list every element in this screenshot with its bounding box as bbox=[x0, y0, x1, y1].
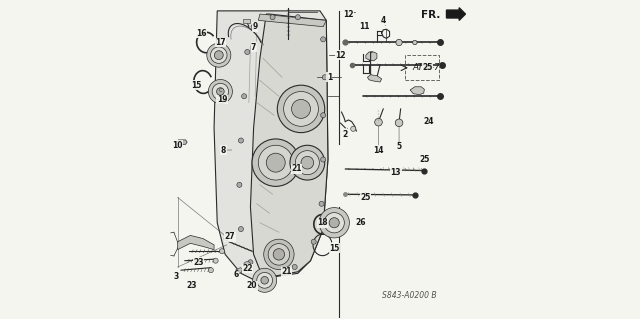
Polygon shape bbox=[410, 87, 424, 95]
Text: 4: 4 bbox=[381, 16, 386, 25]
Text: 10: 10 bbox=[172, 141, 183, 150]
Circle shape bbox=[273, 249, 285, 260]
Circle shape bbox=[284, 92, 319, 126]
Circle shape bbox=[295, 151, 319, 175]
Circle shape bbox=[209, 268, 213, 273]
Text: 25: 25 bbox=[422, 63, 433, 72]
Text: 27: 27 bbox=[225, 233, 235, 241]
Circle shape bbox=[319, 201, 324, 206]
Circle shape bbox=[259, 145, 293, 180]
Bar bbox=[243, 19, 250, 23]
Circle shape bbox=[290, 145, 324, 180]
Circle shape bbox=[277, 85, 324, 133]
Circle shape bbox=[239, 138, 243, 143]
Text: 14: 14 bbox=[373, 145, 384, 154]
Circle shape bbox=[209, 79, 232, 104]
Text: ATM-7: ATM-7 bbox=[412, 63, 440, 72]
Polygon shape bbox=[367, 75, 381, 82]
Polygon shape bbox=[178, 235, 214, 250]
Text: 12: 12 bbox=[343, 10, 354, 19]
Text: 21: 21 bbox=[291, 165, 301, 174]
Circle shape bbox=[257, 272, 273, 288]
Circle shape bbox=[261, 277, 268, 284]
Text: 15: 15 bbox=[329, 243, 339, 253]
Text: S843-A0200 B: S843-A0200 B bbox=[382, 291, 437, 300]
Circle shape bbox=[212, 83, 228, 100]
Text: 6: 6 bbox=[234, 271, 239, 279]
Text: 24: 24 bbox=[424, 117, 435, 126]
Text: 26: 26 bbox=[356, 218, 366, 227]
Text: 23: 23 bbox=[193, 258, 204, 267]
Text: 5: 5 bbox=[397, 142, 402, 151]
Text: 11: 11 bbox=[359, 22, 369, 31]
Circle shape bbox=[322, 75, 327, 80]
Text: 19: 19 bbox=[217, 95, 227, 104]
Circle shape bbox=[264, 239, 294, 270]
Text: 22: 22 bbox=[242, 264, 253, 273]
Circle shape bbox=[295, 15, 300, 20]
Text: 1: 1 bbox=[327, 73, 332, 82]
Circle shape bbox=[241, 94, 246, 99]
Circle shape bbox=[239, 226, 243, 232]
Circle shape bbox=[270, 15, 275, 20]
Text: 21: 21 bbox=[282, 267, 292, 276]
Circle shape bbox=[211, 47, 227, 63]
Circle shape bbox=[267, 271, 272, 276]
Polygon shape bbox=[259, 14, 326, 27]
Circle shape bbox=[244, 49, 250, 55]
Circle shape bbox=[321, 113, 326, 118]
Circle shape bbox=[413, 40, 417, 45]
Polygon shape bbox=[236, 268, 243, 274]
Polygon shape bbox=[366, 52, 377, 61]
Circle shape bbox=[251, 24, 256, 29]
Circle shape bbox=[351, 126, 356, 131]
Circle shape bbox=[252, 139, 300, 186]
Text: 17: 17 bbox=[215, 38, 226, 47]
Text: 16: 16 bbox=[196, 28, 207, 38]
Text: 25: 25 bbox=[419, 155, 429, 164]
Bar bbox=[405, 55, 438, 80]
Circle shape bbox=[216, 88, 224, 95]
Circle shape bbox=[266, 153, 285, 172]
Text: 8: 8 bbox=[221, 145, 226, 154]
Polygon shape bbox=[214, 11, 328, 280]
Circle shape bbox=[321, 157, 326, 162]
Text: 9: 9 bbox=[253, 22, 258, 31]
FancyArrow shape bbox=[447, 8, 465, 20]
Text: C: C bbox=[219, 88, 222, 93]
Circle shape bbox=[214, 51, 223, 60]
Circle shape bbox=[396, 39, 402, 46]
Polygon shape bbox=[250, 14, 328, 277]
Circle shape bbox=[321, 37, 326, 42]
Circle shape bbox=[374, 118, 382, 126]
Text: 15: 15 bbox=[191, 81, 202, 90]
Text: 18: 18 bbox=[317, 218, 328, 227]
Text: 13: 13 bbox=[390, 168, 401, 177]
Text: 7: 7 bbox=[251, 43, 256, 52]
Text: FR.: FR. bbox=[420, 10, 440, 20]
Text: 3: 3 bbox=[173, 272, 179, 281]
Circle shape bbox=[268, 244, 290, 265]
Polygon shape bbox=[177, 140, 187, 144]
Text: 23: 23 bbox=[187, 281, 197, 291]
Circle shape bbox=[292, 264, 297, 270]
Circle shape bbox=[243, 262, 251, 269]
Circle shape bbox=[301, 156, 314, 169]
Circle shape bbox=[220, 249, 225, 254]
Circle shape bbox=[237, 182, 242, 187]
Circle shape bbox=[319, 208, 349, 238]
Text: 20: 20 bbox=[247, 281, 257, 291]
Circle shape bbox=[207, 43, 231, 67]
Circle shape bbox=[324, 213, 344, 233]
Circle shape bbox=[253, 268, 276, 292]
Text: 12: 12 bbox=[335, 51, 346, 60]
Text: 2: 2 bbox=[342, 130, 348, 139]
Circle shape bbox=[329, 218, 339, 228]
Circle shape bbox=[213, 258, 218, 263]
Circle shape bbox=[248, 260, 253, 265]
Circle shape bbox=[311, 239, 316, 244]
Circle shape bbox=[292, 100, 310, 118]
Text: 25: 25 bbox=[361, 193, 371, 202]
Circle shape bbox=[396, 119, 403, 127]
